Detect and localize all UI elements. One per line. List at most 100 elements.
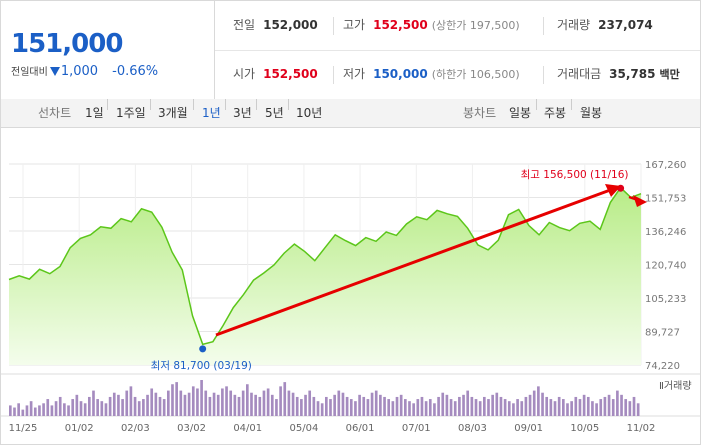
high-label: 고가 [343, 18, 366, 32]
low-cell: 저가 150,000 (하한가 106,500) [343, 50, 520, 99]
volume-bar [595, 403, 598, 416]
volume-bar [96, 399, 99, 416]
candle-chart-label: 봉차트 [463, 106, 497, 120]
low-annotation: 최저 81,700 (03/19) [151, 360, 252, 372]
tab-10y[interactable]: 10년 [296, 106, 323, 120]
y-tick-label: 151,753 [645, 194, 686, 205]
volume-bar [196, 388, 199, 416]
volume-bar [33, 407, 37, 416]
volume-bar [320, 403, 324, 416]
tab-3m[interactable]: 3개월 [158, 106, 188, 120]
volume-bar [603, 396, 607, 416]
x-tick-label: 03/02 [177, 423, 206, 434]
volume-bar [46, 399, 50, 416]
y-tick-label: 136,246 [645, 227, 686, 238]
volume-bar [250, 392, 253, 416]
tab-daily[interactable]: 일봉 [509, 106, 532, 120]
x-tick-label: 04/01 [233, 423, 262, 434]
volume-bar [54, 401, 58, 416]
prev-close-cell: 전일 152,000 [233, 1, 318, 50]
divider [333, 66, 334, 84]
x-tick-label: 09/01 [514, 423, 543, 434]
divider [333, 17, 334, 35]
volume-bar [154, 392, 158, 416]
volume-bar [524, 396, 528, 416]
low-marker [199, 345, 207, 353]
volume-bar [262, 390, 266, 416]
tab-5y[interactable]: 5년 [265, 106, 284, 120]
volume-bar [308, 390, 312, 416]
tab-1y[interactable]: 1년 [202, 106, 221, 120]
quote-header: 151,000 전일대비 1,000 -0.66% 전일 152,000 고가 152… [1, 1, 700, 100]
tab-1w[interactable]: 1주일 [116, 106, 146, 120]
volume-bar [204, 390, 208, 416]
volume-bar [237, 396, 241, 416]
volume-bar [458, 396, 461, 416]
volume-bar [287, 390, 291, 416]
volume-bar [17, 403, 20, 416]
volume-bar [620, 394, 623, 416]
volume-bar [557, 396, 561, 416]
volume-label: 거래량 [557, 18, 591, 32]
volume-bar [470, 396, 474, 416]
high-annotation: 최고 156,500 (11/16) [521, 169, 629, 181]
volume-bar [399, 394, 403, 416]
volume-bar [566, 403, 569, 416]
volume-bar [578, 399, 582, 416]
volume-bar [291, 392, 295, 416]
volume-bar [337, 390, 341, 416]
volume-bar [616, 390, 619, 416]
volume-bar [549, 399, 553, 416]
volume-bar [79, 401, 83, 416]
tab-monthly[interactable]: 월봉 [580, 106, 603, 120]
volume-bar [562, 399, 565, 416]
volume-bar [370, 392, 374, 416]
volume-bar [628, 401, 632, 416]
change-row: 전일대비 1,000 -0.66% [11, 63, 158, 79]
volume-bar [537, 386, 540, 416]
divider [107, 99, 108, 110]
volume-bar [333, 394, 336, 416]
volume-bar [304, 394, 307, 416]
volume-cell: 거래량 237,074 [557, 1, 653, 50]
volume-bar [275, 399, 278, 416]
volume-bar [229, 390, 233, 416]
volume-bar [636, 403, 640, 416]
volume-bar [83, 403, 87, 416]
price-line [8, 186, 642, 346]
x-tick-label: 02/03 [121, 423, 150, 434]
volume-bar [462, 394, 465, 416]
tab-weekly[interactable]: 주봉 [544, 106, 567, 120]
volume-bar [408, 401, 411, 416]
volume-bar [191, 386, 195, 416]
volume-bar [345, 396, 349, 416]
volume-bar [329, 399, 332, 416]
volume-bar [607, 394, 611, 416]
volume-bar [258, 396, 262, 416]
y-tick-label: 105,233 [645, 294, 686, 305]
tab-1d[interactable]: 1일 [85, 106, 104, 120]
volume-bar [146, 394, 149, 416]
y-tick-label: 89,727 [645, 328, 680, 339]
volume-bar [63, 403, 66, 416]
volume-bar [491, 394, 494, 416]
volume-bar [582, 394, 586, 416]
volume-bar [503, 399, 507, 416]
volume-bar [379, 394, 382, 416]
volume-bar [137, 401, 141, 416]
divider [288, 99, 289, 110]
volume-bar [133, 396, 137, 416]
volume-bar [216, 394, 220, 416]
volume-bar [495, 392, 499, 416]
divider [571, 99, 572, 110]
high-value: 152,500 [373, 18, 428, 32]
quote-stats: 전일 152,000 고가 152,500 (상한가 197,500) 거래량 237,… [215, 1, 700, 99]
tab-3y[interactable]: 3년 [233, 106, 252, 120]
volume-bar [29, 401, 33, 416]
x-tick-label: 11/25 [9, 423, 38, 434]
divider [193, 99, 194, 110]
volume-bar [437, 396, 440, 416]
volume-bar [179, 390, 183, 416]
volume-bar [162, 399, 166, 416]
